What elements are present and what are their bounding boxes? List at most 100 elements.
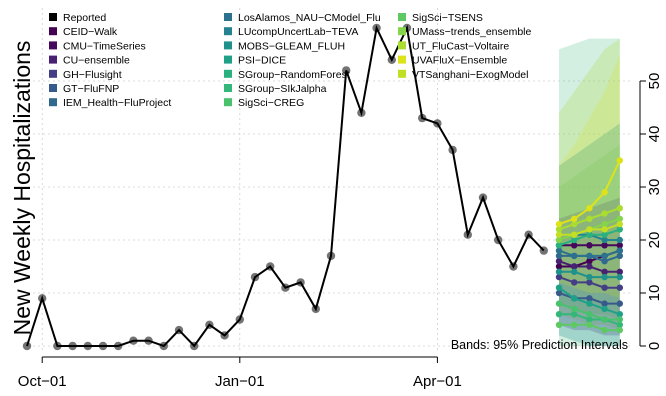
forecast-point <box>601 226 608 233</box>
y-axis-title: New Weekly Hospitalizations <box>9 41 35 336</box>
forecast-point <box>601 236 608 244</box>
legend-label: CU−ensemble <box>63 55 130 67</box>
observed-point <box>326 251 336 261</box>
observed-point <box>144 336 153 345</box>
forecast-point <box>555 321 563 328</box>
forecast-point <box>616 252 623 260</box>
forecast-point <box>586 295 593 302</box>
legend-swatch <box>398 69 406 78</box>
legend-label: LosAlamos_NAU−CModel_Flu <box>238 12 381 24</box>
legend-swatch <box>49 98 57 107</box>
grid <box>28 8 630 352</box>
legend-label: LUcompUncertLab−TEVA <box>238 26 358 38</box>
y-tick-label: 20 <box>646 232 663 249</box>
observed-point <box>235 315 244 324</box>
forecast-point <box>616 236 623 244</box>
legend-label: Reported <box>63 12 106 24</box>
forecast-point <box>616 220 623 228</box>
forecast-point <box>571 279 578 286</box>
forecast-point <box>601 220 608 228</box>
forecast-point <box>586 252 593 260</box>
legend-label: PSI−DICE <box>238 55 286 67</box>
legend-label: CEID−Walk <box>63 26 118 38</box>
observed-point <box>372 23 381 33</box>
legend: Reported CEID−Walk CMU−TimeSeries CU−ensemb… <box>49 12 532 109</box>
forecast-point <box>571 321 578 328</box>
legend-label: IEM_Health−FluProject <box>63 97 171 109</box>
legend-label: SGroup−RandomForest <box>238 69 350 81</box>
forecast-point <box>586 311 593 318</box>
forecast-point <box>616 157 623 164</box>
forecast-point <box>555 236 563 244</box>
observed-point <box>114 341 123 351</box>
x-axis: Oct−01 Jan−01 Apr−01 <box>18 356 462 390</box>
forecast-point <box>601 242 608 249</box>
observed-point <box>68 341 77 351</box>
observed-line <box>22 23 548 351</box>
forecast-point <box>571 242 578 249</box>
forecast-point <box>601 210 608 217</box>
forecast-point <box>555 263 563 270</box>
legend-swatch <box>398 13 406 21</box>
observed-point <box>159 341 168 351</box>
legend-swatch <box>224 55 232 64</box>
forecast-point <box>555 284 563 291</box>
observed-point <box>539 246 548 255</box>
observed-point <box>129 336 138 345</box>
y-axis: 0 10 20 30 40 50 <box>639 73 663 350</box>
forecast-point <box>601 300 608 307</box>
observed-point <box>433 119 442 128</box>
forecast-point <box>601 231 608 238</box>
y-tick-label: 10 <box>646 285 663 302</box>
legend-label: UT_FluCast−Voltaire <box>412 40 509 52</box>
observed-point <box>494 235 503 245</box>
forecast-point <box>601 273 608 281</box>
legend-label: UVAFluX−Ensemble <box>412 55 507 67</box>
legend-swatch <box>49 41 57 50</box>
observed-point <box>22 341 32 351</box>
forecast-point <box>571 311 578 318</box>
forecast-point <box>571 220 578 228</box>
observed-point <box>463 230 472 239</box>
legend-swatch <box>49 13 57 21</box>
forecast-point <box>586 226 593 233</box>
forecast-point <box>571 215 578 222</box>
observed-point <box>220 331 229 340</box>
forecast-point <box>616 300 623 307</box>
forecast-point <box>586 205 593 212</box>
observed-point <box>311 304 320 314</box>
observed-point <box>478 193 488 202</box>
forecast-point <box>571 263 578 270</box>
forecast-point <box>586 258 593 265</box>
legend-swatch <box>224 27 232 36</box>
observed-point <box>53 341 62 351</box>
forecast-point <box>601 326 608 334</box>
forecast-point <box>601 284 608 291</box>
forecast-point <box>571 231 578 238</box>
forecast-point <box>555 311 563 318</box>
observed-point <box>357 108 366 118</box>
forecast-point <box>586 300 593 307</box>
observed-point <box>83 341 93 351</box>
forecast-point <box>616 284 623 291</box>
forecast-point <box>555 289 563 297</box>
forecast-point <box>555 273 563 281</box>
observed-point <box>509 262 518 271</box>
observed-point <box>174 325 184 335</box>
observed-point <box>205 320 214 329</box>
forecast-point <box>616 326 623 334</box>
observed-point <box>448 145 457 155</box>
forecast-lines <box>555 157 623 334</box>
legend-label: MOBS−GLEAM_FLUH <box>238 40 345 52</box>
y-tick-label: 50 <box>646 73 663 90</box>
y-tick-label: 30 <box>646 179 663 196</box>
observed-point <box>98 341 108 351</box>
observed-point <box>387 55 396 64</box>
observed-point <box>266 262 275 271</box>
forecast-point <box>616 226 623 233</box>
forecast-point <box>555 226 563 233</box>
x-tick-label: Oct−01 <box>18 373 67 390</box>
legend-swatch <box>224 13 232 21</box>
legend-swatch <box>49 84 57 92</box>
